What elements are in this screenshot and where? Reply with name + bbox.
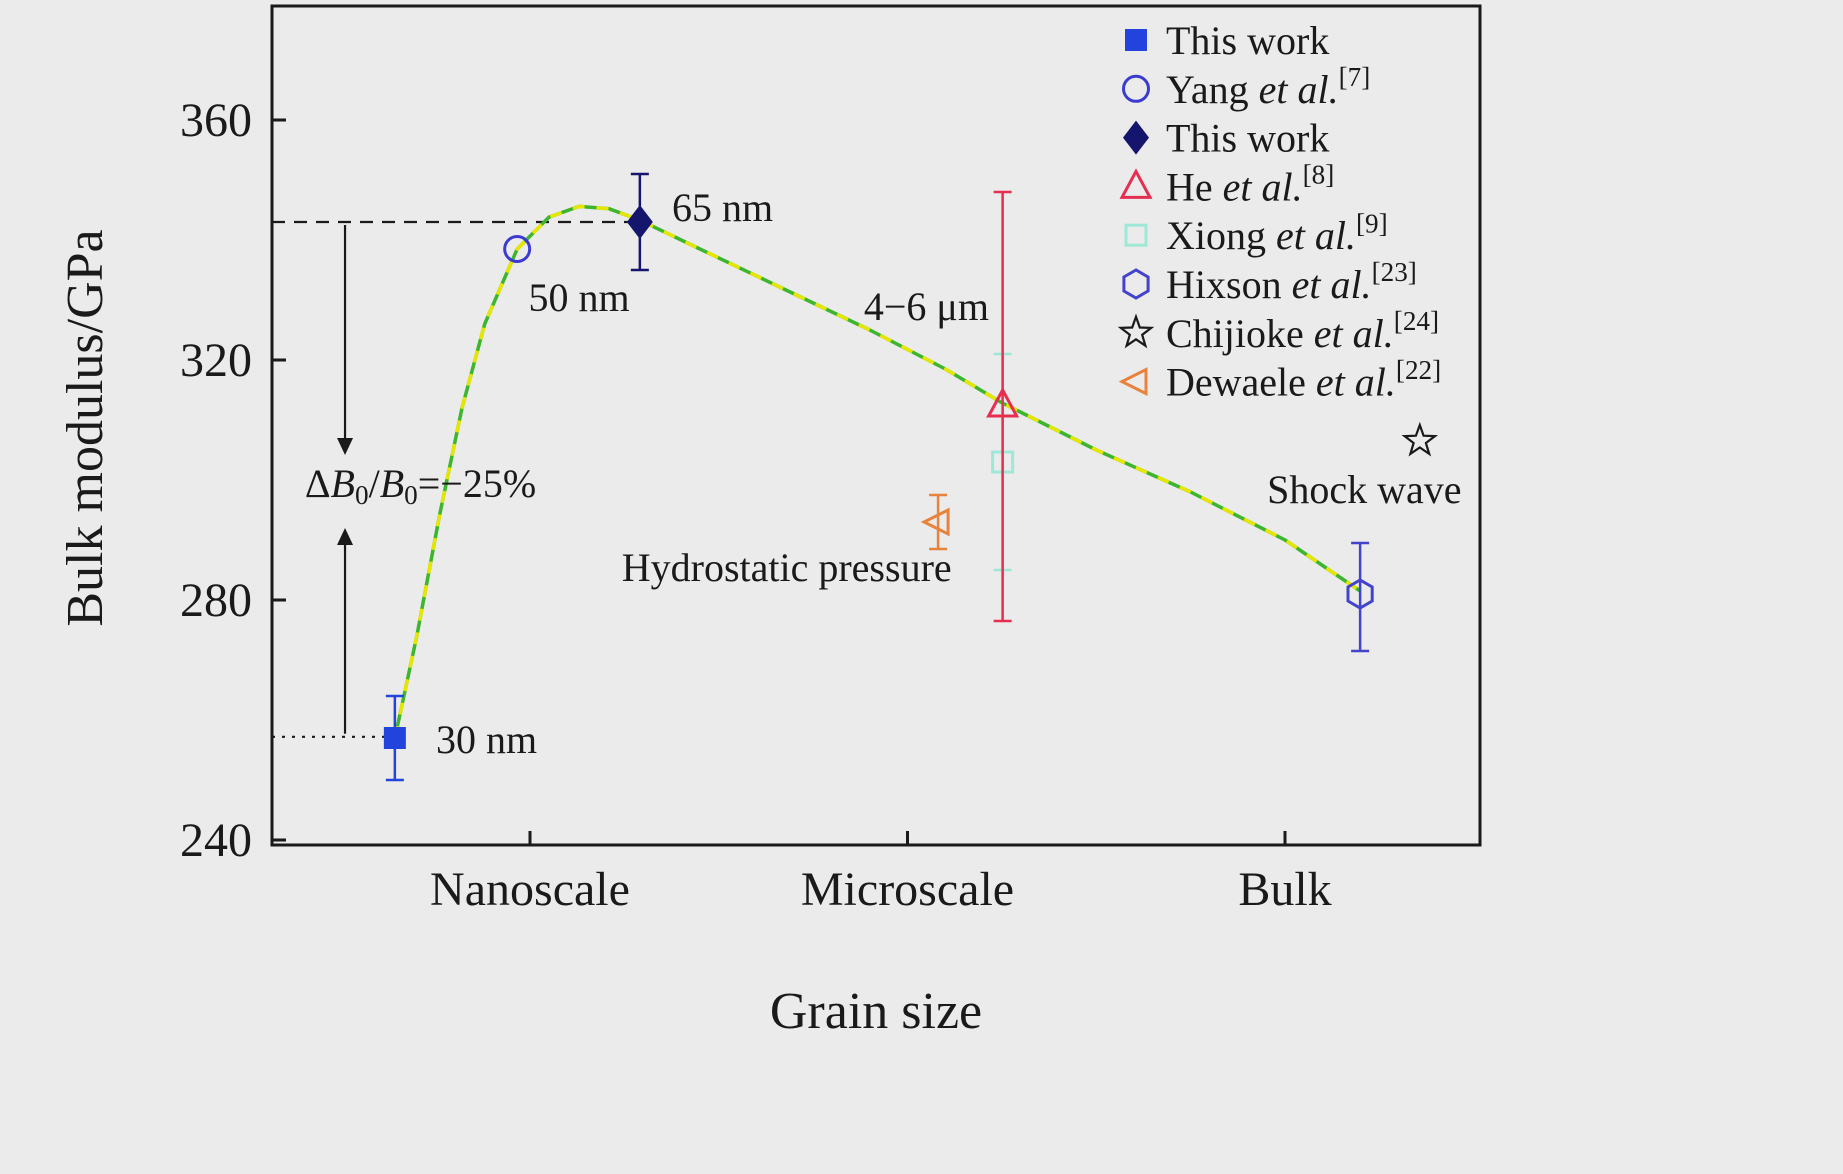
label-hydrostatic-pressure: Hydrostatic pressure — [622, 545, 952, 590]
error-bar — [929, 493, 948, 551]
y-axis-title: Bulk modulus/GPa — [57, 229, 114, 626]
label-4-6um: 4−6 μm — [864, 284, 989, 329]
label-50nm: 50 nm — [529, 275, 630, 320]
label-30nm: 30 nm — [436, 717, 537, 762]
marker-square-filled — [1125, 29, 1147, 51]
marker-diamond-filled — [1123, 120, 1149, 155]
legend-item-4: Xiong et al.[9] — [1124, 208, 1388, 258]
marker-triangle-left-open — [920, 507, 950, 537]
legend-label: He et al.[8] — [1166, 160, 1334, 210]
x-tick-label: Nanoscale — [430, 863, 630, 916]
legend-item-3: He et al.[8] — [1119, 160, 1334, 210]
legend-label: Xiong et al.[9] — [1166, 208, 1388, 258]
legend-item-0: This work — [1125, 18, 1329, 63]
legend-label: Yang et al.[7] — [1166, 62, 1370, 112]
data-point-dewaele — [920, 507, 950, 537]
legend-item-1: Yang et al.[7] — [1122, 62, 1370, 112]
legend-label: This work — [1166, 116, 1329, 161]
marker-square-open — [1124, 223, 1148, 247]
y-tick-label: 360 — [180, 94, 252, 147]
marker-circle-open — [503, 235, 532, 263]
marker-triangle-up-open — [986, 386, 1020, 418]
legend-label: Dewaele et al.[22] — [1166, 355, 1441, 405]
marker-star-open — [1117, 313, 1155, 349]
marker-hexagon-open — [1346, 578, 1374, 610]
label-65nm: 65 nm — [672, 185, 773, 230]
marker-triangle-left-open — [1118, 367, 1148, 397]
data-point-this-work-65nm — [626, 205, 653, 239]
legend-label: This work — [1166, 18, 1329, 63]
plot-area: 240 280 320 360 Nanoscale Microscale Bulk 65 nm… — [180, 4, 1482, 916]
error-bar — [993, 190, 1012, 623]
marker-square-filled — [383, 727, 406, 749]
error-bar — [1351, 541, 1370, 653]
data-point-this-work-30nm — [383, 727, 406, 749]
marker-triangle-up-open — [1119, 168, 1153, 199]
marker-diamond-filled — [626, 205, 653, 239]
legend-label: Chijioke et al.[24] — [1166, 306, 1439, 356]
label-delta-b0: ΔB0/B0=−25% — [305, 461, 536, 510]
legend-item-2: This work — [1123, 116, 1329, 161]
fit-curve-yellow-dash — [393, 204, 1362, 739]
data-point-chijioke — [1401, 421, 1439, 457]
y-tick-label: 280 — [180, 574, 252, 627]
legend-label: Hixson et al.[23] — [1166, 257, 1417, 307]
marker-star-open — [1401, 421, 1439, 457]
legend-item-6: Chijioke et al.[24] — [1117, 306, 1439, 356]
marker-hexagon-open — [1122, 268, 1150, 300]
data-point-yang — [503, 235, 532, 263]
plot-frame — [270, 4, 1482, 847]
label-shock-wave: Shock wave — [1267, 467, 1461, 512]
data-point-he — [986, 386, 1020, 418]
x-tick-label: Microscale — [801, 863, 1014, 916]
x-axis-title: Grain size — [770, 983, 982, 1040]
legend-item-7: Dewaele et al.[22] — [1118, 355, 1441, 405]
x-tick-label: Bulk — [1238, 863, 1331, 916]
delta-arrow — [337, 225, 354, 734]
marker-circle-open — [1122, 74, 1150, 103]
y-tick-label: 320 — [180, 334, 252, 387]
legend-item-5: Hixson et al.[23] — [1122, 257, 1417, 307]
y-tick-label: 240 — [180, 814, 252, 867]
data-point-hixson — [1346, 578, 1374, 610]
